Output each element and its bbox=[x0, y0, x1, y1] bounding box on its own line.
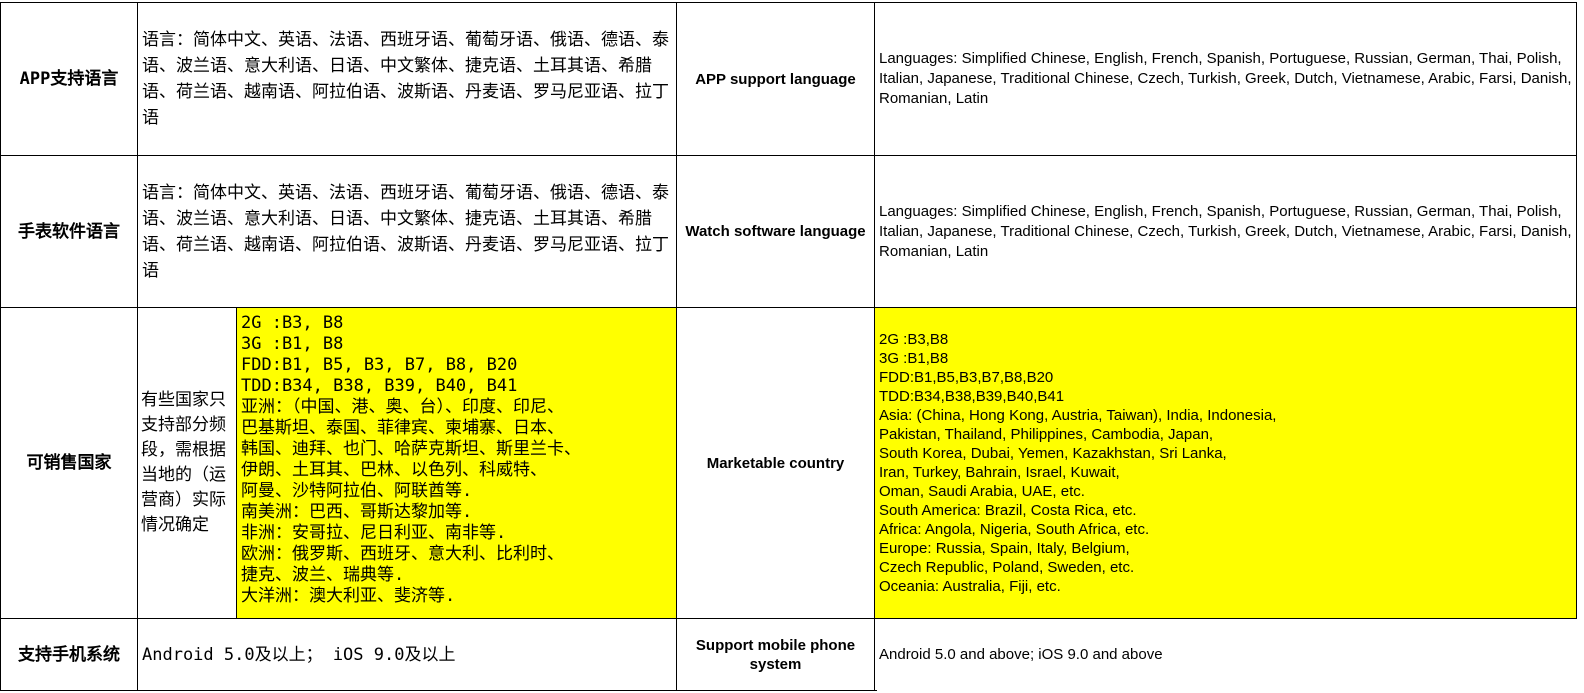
row1-label-zh: APP支持语言 bbox=[0, 2, 137, 155]
row4-value-zh: Android 5.0及以上； iOS 9.0及以上 bbox=[137, 618, 676, 691]
row2-value-en: Languages: Simplified Chinese, English, … bbox=[874, 155, 1577, 307]
row2-label-en: Watch software language bbox=[676, 155, 874, 307]
row1-label-en: APP support language bbox=[676, 2, 874, 155]
table-bottom-border bbox=[0, 690, 877, 691]
row4-label-zh: 支持手机系统 bbox=[0, 618, 137, 691]
row3-label-zh: 可销售国家 bbox=[0, 307, 137, 618]
row3-bands-zh: 2G :B3, B8 3G :B1, B8 FDD:B1, B5, B3, B7… bbox=[236, 307, 676, 618]
row4-label-en: Support mobile phone system bbox=[676, 618, 874, 691]
row3-label-en: Marketable country bbox=[676, 307, 874, 618]
row2-label-zh: 手表软件语言 bbox=[0, 155, 137, 307]
row1-value-en: Languages: Simplified Chinese, English, … bbox=[874, 2, 1577, 155]
table-right-border bbox=[1576, 2, 1577, 618]
row3-bands-en: 2G :B3,B8 3G :B1,B8 FDD:B1,B5,B3,B7,B8,B… bbox=[874, 307, 1577, 618]
row3-note-zh: 有些国家只支持部分频段，需根据当地的（运营商）实际情况确定 bbox=[137, 307, 236, 618]
row4-value-en: Android 5.0 and above; iOS 9.0 and above bbox=[874, 618, 1577, 691]
row2-value-zh: 语言：简体中文、英语、法语、西班牙语、葡萄牙语、俄语、德语、泰语、波兰语、意大利… bbox=[137, 155, 676, 307]
row1-value-zh: 语言：简体中文、英语、法语、西班牙语、葡萄牙语、俄语、德语、泰语、波兰语、意大利… bbox=[137, 2, 676, 155]
